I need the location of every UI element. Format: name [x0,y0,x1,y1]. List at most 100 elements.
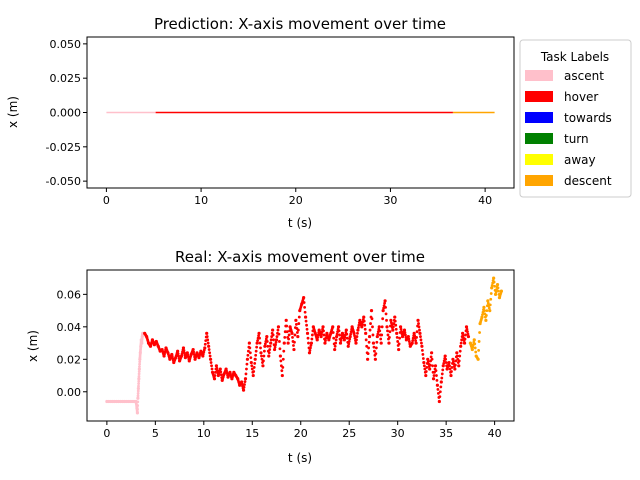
real-point-hover [293,340,296,344]
real-point-hover [296,328,300,332]
prediction-x-tick-label: 30 [383,194,397,207]
real-point-hover [375,334,379,339]
prediction-x-tick-label: 40 [478,194,492,207]
real-point-hover [402,328,407,332]
real-point-hover [432,374,436,377]
real-point-hover [466,332,470,336]
real-point-hover [363,323,367,327]
real-point-hover [385,325,389,329]
real-point-hover [454,359,458,363]
real-point-hover [415,335,418,339]
real-point-hover [397,342,401,346]
real-point-hover [436,387,440,391]
real-point-hover [255,345,259,349]
real-point-hover [388,335,391,339]
real-point-hover [310,337,314,341]
real-point-hover [305,327,309,331]
real-point-hover [176,349,180,353]
real-point-hover [443,354,447,358]
real-point-ascent [137,372,141,376]
real-point-descent [496,286,500,290]
real-point-descent [486,301,490,305]
real-point-descent [489,292,493,295]
real-point-hover [439,380,443,384]
real-point-hover [206,341,210,345]
real-point-hover [303,305,307,309]
real-point-hover [422,360,426,365]
real-y-tick-label: 0.06 [57,288,82,301]
real-point-hover [177,354,181,358]
real-point-descent [482,305,486,309]
real-point-ascent [137,379,141,383]
real-point-hover [262,354,266,358]
real-point-hover [214,370,217,374]
real-point-hover [259,346,262,350]
real-point-ascent [136,400,140,404]
legend-label-descent: descent [564,174,612,188]
real-point-hover [278,340,281,343]
real-point-hover [413,334,417,338]
real-point-hover [448,367,452,371]
prediction-y-tick-label: -0.025 [46,141,81,154]
prediction-y-tick-label: 0.025 [50,72,82,85]
real-point-ascent [137,382,141,386]
real-point-ascent [136,386,140,391]
real-point-hover [366,352,370,356]
real-point-hover [461,334,465,338]
real-point-hover [362,319,366,323]
real-point-hover [183,351,186,355]
real-point-hover [383,301,386,305]
real-point-hover [192,350,196,354]
real-point-ascent [136,394,140,398]
real-point-hover [381,317,385,321]
real-point-hover [219,373,223,377]
real-point-hover [292,344,295,347]
real-point-hover [250,364,254,368]
real-point-hover [419,335,422,338]
real-point-hover [207,344,211,348]
real-point-hover [245,357,250,361]
real-point-hover [181,346,186,350]
real-point-hover [303,315,308,319]
real-y-tick-label: 0.02 [57,353,82,366]
real-point-hover [255,341,259,345]
real-point-hover [459,344,463,348]
real-point-hover [309,344,313,347]
real-x-tick-label: 20 [294,427,308,440]
real-point-hover [423,367,427,371]
real-point-ascent [137,370,141,373]
real-point-hover [250,367,254,371]
real-point-hover [333,344,337,348]
real-point-descent [490,286,494,290]
real-point-descent [480,315,484,319]
real-point-hover [426,360,430,364]
real-point-hover [285,324,289,328]
real-point-hover [302,301,306,304]
real-point-hover [274,343,277,347]
real-point-hover [439,385,443,389]
real-point-hover [322,333,326,337]
real-point-hover [303,310,307,314]
real-point-hover [357,326,360,330]
real-point-hover [282,341,286,345]
real-point-hover [257,334,260,338]
real-point-hover [253,361,257,365]
real-point-hover [331,331,335,334]
real-point-hover [389,321,393,325]
real-point-hover [444,357,448,361]
real-point-descent [473,346,477,350]
prediction-chart: Prediction: X-axis movement over time 0 1… [6,15,515,230]
real-point-hover [371,325,374,329]
real-point-hover [242,385,246,389]
real-point-hover [433,364,438,368]
real-point-hover [324,339,327,343]
real-point-hover [251,373,255,378]
legend-swatch-away [525,154,553,165]
real-x-tick-label: 25 [342,427,356,440]
prediction-y-tick-label: 0.000 [50,107,82,120]
real-point-descent [499,289,503,293]
real-point-hover [265,334,269,339]
legend-swatch-hover [525,91,553,102]
real-point-hover [435,379,439,382]
real-point-hover [398,336,402,340]
